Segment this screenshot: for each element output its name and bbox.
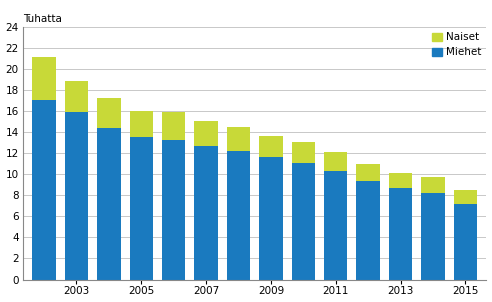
- Bar: [389, 173, 412, 188]
- Bar: [324, 152, 347, 171]
- Bar: [357, 181, 380, 279]
- Bar: [65, 81, 88, 112]
- Bar: [389, 188, 412, 279]
- Bar: [421, 193, 445, 279]
- Bar: [259, 157, 282, 279]
- Legend: Naiset, Miehet: Naiset, Miehet: [428, 28, 486, 62]
- Bar: [162, 112, 185, 140]
- Bar: [292, 142, 315, 163]
- Bar: [357, 164, 380, 181]
- Bar: [194, 120, 218, 146]
- Bar: [227, 151, 250, 279]
- Bar: [454, 204, 477, 279]
- Bar: [97, 98, 121, 128]
- Bar: [97, 128, 121, 279]
- Bar: [162, 140, 185, 279]
- Bar: [194, 146, 218, 279]
- Bar: [65, 112, 88, 279]
- Bar: [32, 57, 56, 100]
- Bar: [32, 100, 56, 279]
- Bar: [454, 190, 477, 204]
- Bar: [292, 163, 315, 279]
- Text: Tuhatta: Tuhatta: [23, 14, 62, 24]
- Bar: [129, 111, 153, 137]
- Bar: [421, 177, 445, 193]
- Bar: [227, 127, 250, 151]
- Bar: [324, 171, 347, 279]
- Bar: [129, 137, 153, 279]
- Bar: [259, 137, 282, 157]
